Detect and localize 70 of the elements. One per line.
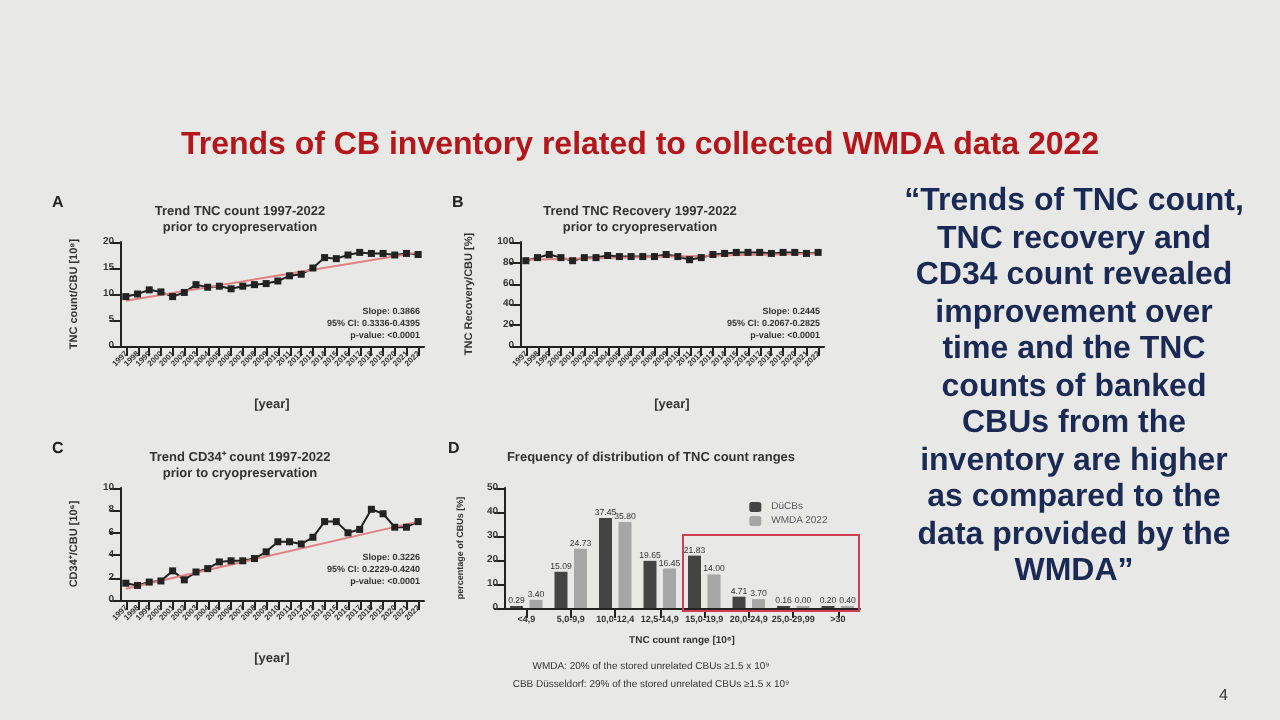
point xyxy=(391,251,399,259)
point xyxy=(344,529,352,537)
point xyxy=(227,285,235,293)
bar xyxy=(732,596,746,608)
chart-subtitle: A xyxy=(52,193,64,211)
bar xyxy=(599,518,612,608)
point xyxy=(274,277,282,285)
point xyxy=(145,286,153,294)
point xyxy=(286,272,294,280)
chart-subtitle: D xyxy=(448,439,460,457)
bar xyxy=(574,548,587,608)
text: “Trends of TNC count, TNC recovery and CD34 count revealed improvement over time and the TNC counts of banked CBUs from the inventory are higher as compared to the data provided by the WMDA” xyxy=(904,184,1244,588)
point xyxy=(344,251,352,259)
point xyxy=(192,568,200,576)
point xyxy=(262,548,270,556)
bar xyxy=(663,568,676,608)
point xyxy=(145,578,153,586)
text: 4 xyxy=(1219,686,1228,704)
point xyxy=(204,565,212,573)
bar xyxy=(688,555,701,608)
bar xyxy=(643,560,657,608)
point xyxy=(379,249,387,257)
point xyxy=(239,282,247,290)
point xyxy=(204,283,212,291)
point xyxy=(356,248,364,256)
point xyxy=(239,557,247,565)
point xyxy=(402,249,410,257)
point xyxy=(122,293,130,301)
point xyxy=(180,576,188,584)
point xyxy=(391,523,399,531)
point xyxy=(250,555,258,563)
point xyxy=(309,533,317,541)
bar xyxy=(707,574,721,608)
text: Trends of CB inventory related to collected WMDA data 2022 xyxy=(178,126,1102,166)
bar xyxy=(554,571,568,608)
bar xyxy=(618,522,632,608)
chart-subtitle: B xyxy=(452,193,464,211)
point xyxy=(367,505,375,513)
point xyxy=(309,264,317,272)
bar xyxy=(529,599,543,608)
point xyxy=(402,523,410,531)
point xyxy=(332,255,340,263)
point xyxy=(297,540,305,548)
point xyxy=(367,249,375,257)
point xyxy=(215,558,223,566)
chart-subtitle: C xyxy=(52,439,64,457)
point xyxy=(321,518,329,526)
point xyxy=(134,290,142,298)
point xyxy=(274,538,282,546)
point xyxy=(227,557,235,565)
point xyxy=(414,518,422,526)
point xyxy=(157,577,165,585)
point xyxy=(414,250,422,258)
point xyxy=(169,567,177,575)
point xyxy=(250,281,258,289)
point xyxy=(286,538,294,546)
point xyxy=(169,293,177,301)
point xyxy=(321,254,329,262)
point xyxy=(192,281,200,289)
point xyxy=(356,525,364,533)
point xyxy=(215,282,223,290)
point xyxy=(180,288,188,296)
point xyxy=(262,280,270,288)
point xyxy=(134,581,142,589)
point xyxy=(379,510,387,518)
bar xyxy=(752,599,765,608)
point xyxy=(157,288,165,296)
point xyxy=(332,518,340,526)
point xyxy=(122,579,130,587)
point xyxy=(297,270,305,278)
